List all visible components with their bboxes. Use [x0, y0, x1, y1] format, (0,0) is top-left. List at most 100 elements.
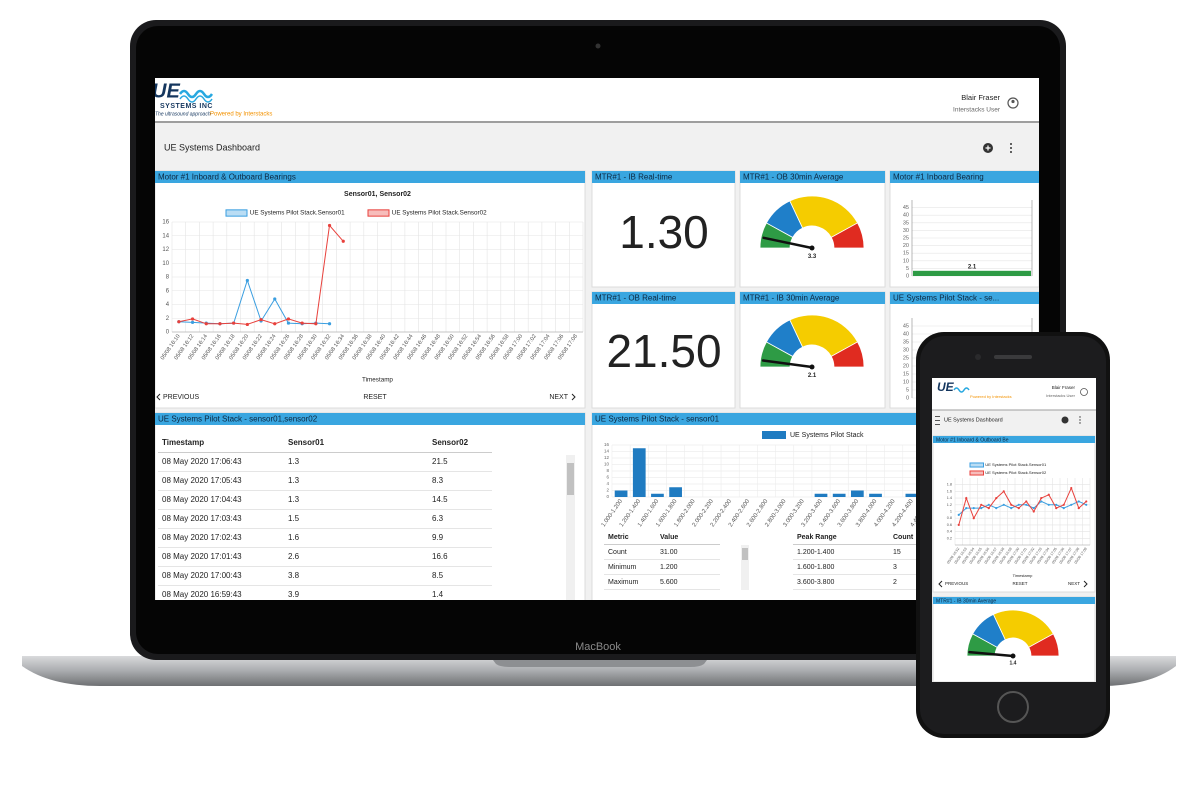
table-cell: 3.8: [288, 571, 300, 580]
data-point: [341, 239, 345, 243]
data-point: [286, 321, 291, 325]
gauge-band: [830, 341, 865, 368]
y-tick-label: 0: [606, 494, 609, 499]
y-tick-label: 25: [903, 355, 909, 361]
widget-title: MTR#1 - OB 30min Average: [743, 173, 844, 182]
powered-by: Powered by Interstacks: [970, 394, 1012, 399]
user-icon: [1080, 388, 1088, 396]
table-header: Metric: [608, 534, 629, 541]
widget-header: [933, 597, 1095, 604]
user-icon: [1007, 97, 1019, 109]
add-widget-button[interactable]: [1061, 416, 1069, 424]
data-point: [1017, 503, 1020, 506]
y-tick-label: 20: [903, 243, 909, 249]
table-cell: 1.600-1.800: [797, 564, 834, 571]
y-tick-label: 0.2: [947, 536, 952, 540]
chevron-left: [156, 393, 161, 401]
pager-reset: RESET: [1012, 581, 1027, 586]
x-axis-label: Timestamp: [1013, 573, 1034, 578]
gauge-hub: [1010, 653, 1016, 659]
widget-title: Motor #1 Inboard & Outboard Be: [936, 437, 1009, 443]
logo-wave: [179, 95, 213, 103]
phone-dashboard: UE Powered by Interstacks Blair Fraser Inte…: [932, 378, 1096, 682]
phone-speaker: [994, 355, 1032, 359]
table-cell: 3.600-3.800: [797, 579, 834, 586]
data-point: [190, 320, 195, 324]
menu-dot: [1079, 422, 1081, 424]
widget-header: [890, 171, 1039, 183]
data-point: [980, 507, 983, 510]
table-cell: Minimum: [608, 564, 637, 571]
table-cell: 1.6: [288, 533, 300, 542]
data-point: [300, 321, 304, 325]
table-cell: 1.4: [432, 590, 444, 599]
bar: [832, 493, 846, 497]
scrollbar-thumb[interactable]: [742, 548, 748, 560]
bar-value-label: 2.1: [968, 264, 977, 270]
table-cell: 2: [893, 579, 897, 586]
widget-header: [933, 436, 1095, 443]
pager-next: NEXT: [549, 394, 568, 401]
y-tick-label: 1.6: [947, 489, 952, 493]
data-point: [218, 322, 222, 326]
table-cell: 3: [893, 564, 897, 571]
widget-title: MTR#1 - IB Real-time: [595, 173, 673, 182]
data-point: [995, 507, 998, 510]
data-point: [1055, 507, 1058, 510]
menu-dot: [1010, 147, 1012, 149]
bar: [913, 270, 1031, 276]
gauge-band: [1028, 633, 1060, 657]
data-point: [972, 507, 975, 510]
bar: [905, 493, 919, 497]
scrollbar-thumb[interactable]: [567, 463, 574, 495]
y-tick-label: 30: [903, 347, 909, 353]
y-tick-label: 4: [606, 481, 609, 486]
widget-header: [155, 171, 585, 183]
y-tick-label: 8: [606, 468, 609, 473]
y-tick-label: 40: [903, 213, 909, 219]
pager-next: NEXT: [1068, 581, 1080, 586]
y-tick-label: 0.6: [947, 523, 952, 527]
y-tick-label: 16: [604, 442, 610, 447]
table-cell: 16.6: [432, 552, 448, 561]
dashboard-title: UE Systems Dashboard: [944, 417, 1003, 423]
data-point: [1070, 503, 1073, 506]
data-point: [965, 497, 968, 500]
y-tick-label: 14: [604, 449, 610, 454]
bar: [651, 493, 664, 497]
logo-wave: [953, 387, 970, 393]
gauge-band: [830, 222, 865, 249]
data-point: [1055, 503, 1058, 506]
widget-title: UE Systems Pilot Stack - se...: [893, 294, 999, 303]
laptop-base: [22, 656, 1176, 686]
y-tick-label: 5: [906, 387, 909, 393]
table-cell: 08 May 2020 17:06:43: [162, 457, 242, 466]
gauge-value: 1.4: [1010, 660, 1017, 666]
widget-title: Motor #1 Inboard Bearing: [893, 173, 984, 182]
y-tick-label: 4: [166, 302, 170, 308]
user-icon-head: [1011, 99, 1015, 104]
widget: [739, 291, 886, 409]
y-tick-label: 2: [606, 488, 609, 493]
widget-header: [592, 171, 735, 183]
widget-title: MTR#1 - IB 30min Average: [743, 294, 840, 303]
y-tick-label: 35: [903, 220, 909, 226]
gauge-band: [992, 609, 1054, 648]
widget: [889, 170, 1039, 288]
table-cell: 6.3: [432, 514, 444, 523]
widget: [591, 291, 736, 409]
gauge-hub: [809, 364, 815, 370]
y-tick-label: 10: [903, 379, 909, 385]
table-cell: 3.9: [288, 590, 300, 599]
y-tick-label: 5: [906, 266, 909, 272]
table-cell: 08 May 2020 17:00:43: [162, 571, 242, 580]
data-point: [1010, 507, 1013, 510]
powered-by: Powered by Interstacks: [210, 112, 272, 118]
y-tick-label: 40: [903, 331, 909, 337]
table-cell: 1.5: [288, 514, 300, 523]
pager-previous: PREVIOUS: [945, 581, 968, 586]
data-point: [1040, 500, 1043, 503]
y-tick-label: 10: [604, 462, 610, 467]
widget-title: MTR#1 - IB 30min Average: [936, 598, 996, 604]
menu-bar: [935, 420, 940, 421]
